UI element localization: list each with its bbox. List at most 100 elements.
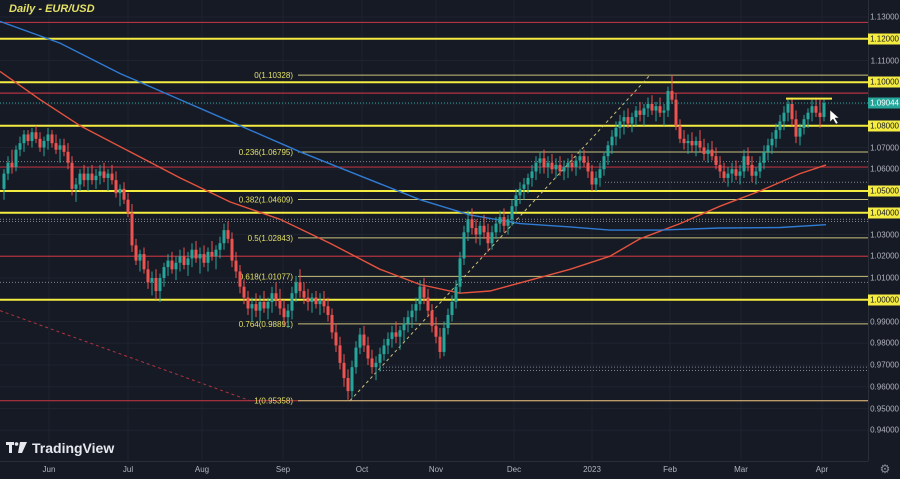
price-tick-label: 1.07000	[870, 143, 899, 152]
candle-body	[154, 278, 158, 292]
candle-body	[18, 143, 22, 150]
candle-body	[638, 110, 642, 115]
candle-body	[86, 173, 90, 181]
candle-body	[42, 140, 46, 148]
candle-body	[598, 169, 602, 178]
candle-body	[770, 138, 774, 146]
candle-body	[166, 260, 170, 268]
candle-body	[530, 171, 534, 178]
candle-body	[546, 162, 550, 168]
candle-body	[694, 140, 698, 146]
candle-body	[790, 104, 794, 120]
candle-body	[350, 367, 354, 392]
candle-body	[490, 232, 494, 244]
candle-body	[594, 177, 598, 185]
candle-body	[202, 254, 206, 263]
candle-body	[614, 127, 618, 137]
candle-body	[102, 171, 106, 178]
candle-body	[118, 188, 122, 194]
candle-body	[522, 184, 526, 189]
time-tick-label: Jun	[42, 465, 56, 474]
candle-body	[774, 130, 778, 139]
candle-body	[726, 173, 730, 178]
time-tick-label: Dec	[506, 465, 522, 474]
candle-body	[330, 314, 334, 333]
gear-icon[interactable]: ⚙	[879, 462, 891, 476]
candle-body	[46, 134, 50, 141]
candle-body	[666, 90, 670, 111]
candle-body	[50, 134, 54, 144]
candle-body	[786, 104, 790, 113]
candle-body	[442, 328, 446, 352]
fib-level-label: 0.382(1.04609)	[239, 196, 294, 205]
candle-body	[714, 156, 718, 165]
candle-body	[762, 151, 766, 163]
candle-body	[310, 297, 314, 302]
candle-body	[122, 188, 126, 200]
candle-body	[322, 299, 326, 307]
candle-body	[186, 258, 190, 265]
candle-body	[750, 164, 754, 176]
candle-body	[506, 219, 510, 226]
time-tick-label: Nov	[428, 465, 444, 474]
candle-body	[134, 245, 138, 261]
candle-body	[34, 132, 38, 139]
candle-body	[338, 345, 342, 363]
candle-body	[230, 238, 234, 261]
candle-body	[502, 217, 506, 226]
candle-body	[106, 173, 110, 178]
candle-body	[470, 219, 474, 228]
candle-body	[610, 136, 614, 146]
candle-body	[294, 282, 298, 294]
candle-body	[354, 347, 358, 368]
price-axis[interactable]: 1.13000 1.11000 1.07000 1.06000 1.03000 1.020…	[868, 0, 900, 461]
candle-body	[150, 278, 154, 283]
time-axis[interactable]: Jun Jul Aug Sep Oct Nov Dec 2023 Feb Mar Apr	[0, 461, 868, 479]
candle-body	[426, 297, 430, 311]
candle-body	[458, 258, 462, 287]
candle-body	[302, 291, 306, 298]
fib-level-label: 0.618(1.01077)	[239, 272, 294, 281]
candle-body	[98, 171, 102, 176]
price-tick-label: 1.11000	[870, 56, 899, 65]
candle-body	[326, 306, 330, 315]
candle-body	[670, 90, 674, 100]
price-plot-area[interactable]: 0(1.10328) 0.236(1.06795) 0.382(1.04609) 0.…	[0, 0, 868, 461]
candle-body	[730, 169, 734, 174]
candle-body	[142, 254, 146, 270]
level-price-badge: 1.12000	[868, 33, 900, 45]
candle-body	[586, 162, 590, 172]
candle-body	[698, 140, 702, 148]
candle-body	[806, 112, 810, 120]
candle-body	[146, 269, 150, 283]
time-tick-label: Sep	[275, 465, 291, 474]
price-tick-label: 1.06000	[870, 164, 899, 174]
candle-body	[434, 325, 438, 337]
candle-body	[690, 140, 694, 146]
candle-body	[394, 332, 398, 337]
fib-level-label: 0(1.10328)	[254, 71, 293, 80]
candle-body	[210, 251, 214, 257]
candle-body	[574, 160, 578, 168]
candle-body	[658, 106, 662, 113]
fib-level-label: 0.5(1.02843)	[248, 234, 294, 243]
candle-body	[262, 301, 266, 309]
candle-body	[162, 267, 166, 278]
candle-body	[94, 175, 98, 181]
level-price-badge: 1.05000	[868, 185, 900, 197]
candle-body	[642, 108, 646, 115]
candle-body	[66, 151, 70, 163]
candle-body	[558, 164, 562, 172]
candle-body	[238, 271, 242, 287]
tradingview-logo-icon	[6, 442, 27, 453]
candle-body	[286, 310, 290, 318]
price-tick-label: 0.94000	[870, 425, 899, 435]
candle-body	[710, 149, 714, 157]
candle-body	[234, 260, 238, 272]
candle-body	[682, 138, 686, 144]
price-tick-label: 0.96000	[870, 382, 899, 392]
candle-body	[38, 138, 42, 148]
candle-body	[198, 254, 202, 259]
candle-body	[606, 145, 610, 157]
